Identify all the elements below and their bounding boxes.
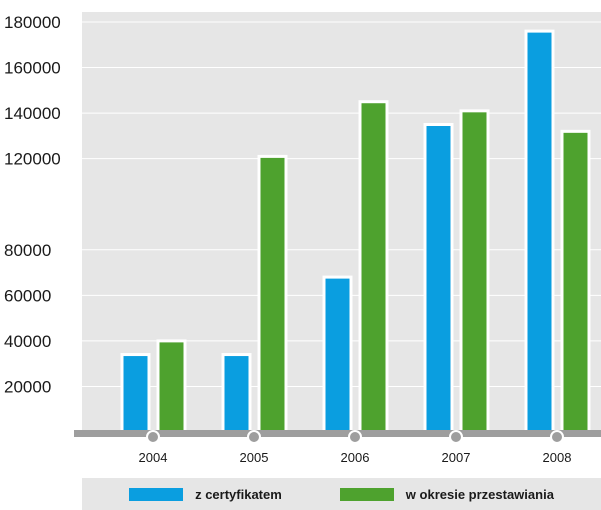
bar-green-2008 (560, 129, 591, 434)
x-tick-label: 2004 (139, 450, 168, 465)
bars (120, 29, 591, 434)
x-tick-label: 2008 (543, 450, 572, 465)
bar-blue-2004 (120, 353, 151, 434)
x-tick-label: 2007 (442, 450, 471, 465)
legend: z certyfikatem w okresie przestawiania (82, 478, 601, 510)
legend-item-series-2: w okresie przestawiania (339, 486, 554, 502)
y-tick-label: 40000 (4, 332, 51, 351)
bar-green-2004 (156, 339, 187, 434)
y-tick-label: 140000 (4, 104, 61, 123)
bar-blue-2007 (423, 123, 454, 434)
legend-item-series-1: z certyfikatem (129, 487, 282, 502)
axis-marker-2004 (146, 430, 160, 444)
y-tick-label: 180000 (4, 13, 61, 32)
bar-green-2007 (459, 109, 490, 434)
x-tick-label: 2006 (341, 450, 370, 465)
legend-label-series-1: z certyfikatem (195, 486, 282, 502)
axis-marker-2005 (247, 430, 261, 444)
y-tick-label: 20000 (4, 377, 51, 396)
axis-marker-2008 (550, 430, 564, 444)
y-axis-labels: 20000 40000 60000 80000 120000 140000 160000 18… (4, 13, 61, 396)
x-tick-label: 2005 (240, 450, 269, 465)
bar-green-2006 (358, 100, 389, 434)
legend-swatch-green (339, 487, 394, 501)
y-tick-label: 80000 (4, 241, 51, 260)
bar-blue-2005 (221, 353, 252, 434)
y-tick-label: 120000 (4, 150, 61, 169)
y-tick-label: 160000 (4, 59, 61, 78)
x-axis-baseline (74, 430, 601, 437)
legend-label-series-2: w okresie przestawiania (405, 486, 554, 502)
axis-marker-2006 (348, 430, 362, 444)
bar-green-2005 (257, 154, 288, 434)
y-tick-label: 60000 (4, 286, 51, 305)
axis-marker-2007 (449, 430, 463, 444)
bar-blue-2006 (322, 275, 353, 434)
x-axis-labels: 2004 2005 2006 2007 2008 (139, 430, 572, 465)
legend-swatch-blue (129, 487, 184, 501)
bar-blue-2008 (524, 29, 555, 434)
